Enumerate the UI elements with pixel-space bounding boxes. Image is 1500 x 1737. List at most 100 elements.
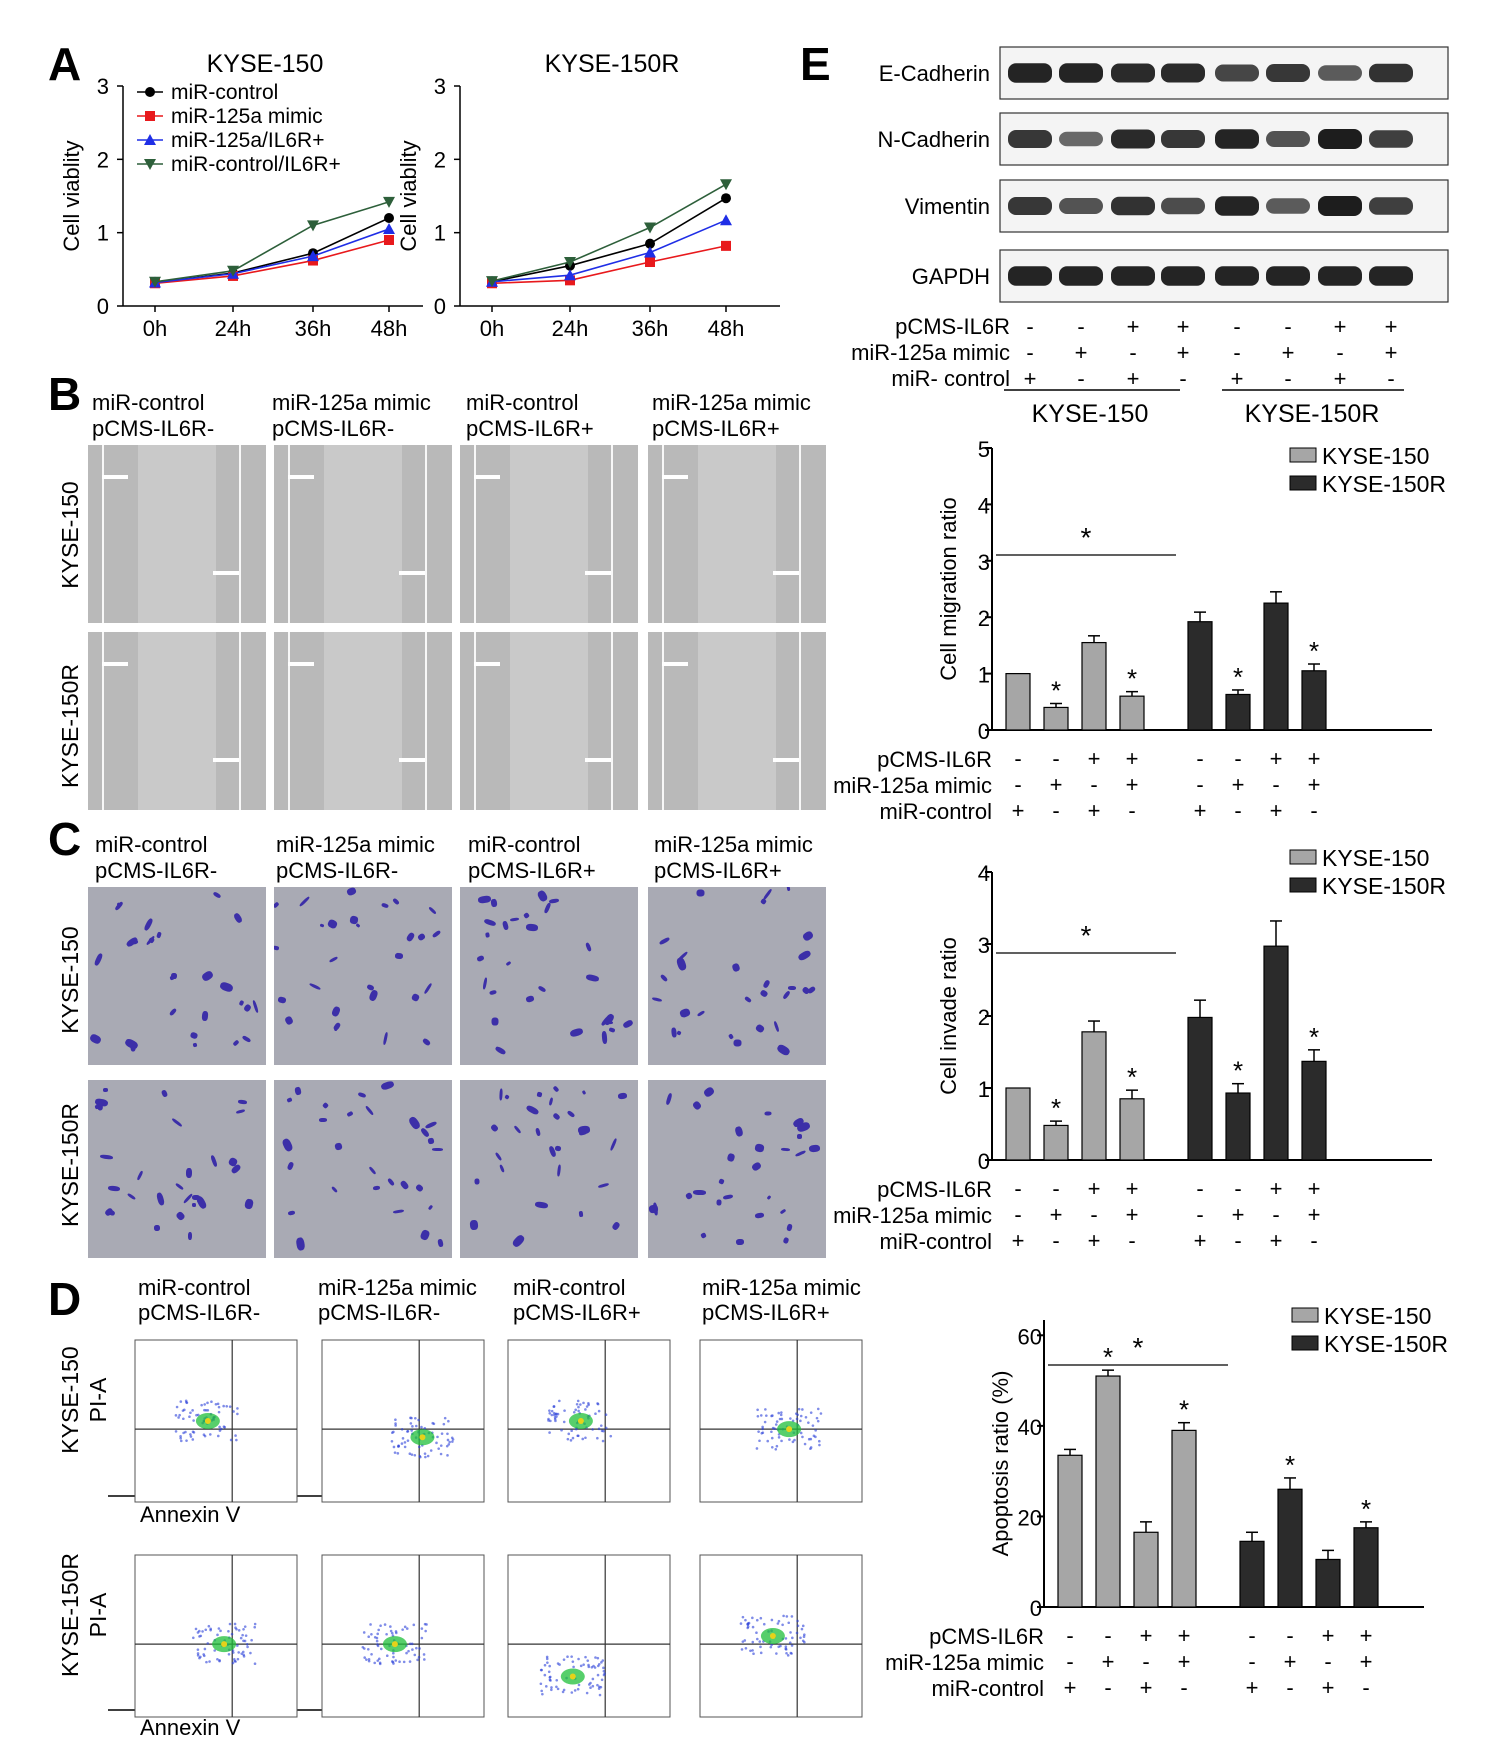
flow-event (435, 1441, 438, 1445)
bar (1057, 1454, 1083, 1608)
row-label-kyse150: KYSE-150 (57, 926, 83, 1033)
wound-edge-line (474, 445, 477, 623)
flow-event (244, 1634, 248, 1637)
flow-event (594, 1656, 597, 1659)
y-tick-label: 0 (1030, 1596, 1042, 1621)
stained-cell (602, 1012, 616, 1027)
flow-event (571, 1660, 575, 1663)
blot-band (1215, 64, 1259, 82)
stained-cell (187, 1231, 193, 1241)
stained-cell (525, 923, 539, 932)
flow-event (216, 1402, 220, 1406)
treatment-sign: + (1270, 798, 1283, 823)
treatment-row-label: miR- control (891, 366, 1010, 391)
treatment-sign: - (1179, 366, 1186, 391)
treatment-sign: - (1310, 798, 1317, 823)
stained-cell (670, 1027, 678, 1038)
condition-label-line2: pCMS-IL6R+ (468, 858, 596, 883)
stained-cell (505, 960, 512, 967)
stained-cell (212, 891, 222, 899)
blot-band (1008, 130, 1052, 148)
stained-cell (143, 917, 154, 932)
flow-event (189, 1435, 193, 1438)
flow-event (777, 1411, 781, 1415)
treatment-sign: + (1194, 798, 1207, 823)
condition-label-line2: pCMS-IL6R- (95, 858, 217, 883)
stained-cell (399, 1179, 410, 1191)
treatment-row-label: miR-125a mimic (851, 340, 1010, 365)
flow-event (791, 1440, 795, 1444)
flow-event (597, 1687, 601, 1690)
flow-event (191, 1438, 195, 1441)
flow-event (550, 1409, 554, 1413)
flow-event (550, 1686, 553, 1689)
bar (1095, 1375, 1121, 1608)
stained-cell (126, 1192, 137, 1201)
flow-event (411, 1425, 414, 1428)
condition-label-line2: pCMS-IL6R+ (513, 1300, 641, 1325)
stained-cell (294, 1086, 302, 1096)
treatment-sign: + (1385, 340, 1398, 365)
stained-cell (132, 939, 139, 945)
flow-event (741, 1615, 745, 1619)
y-tick-label: 3 (978, 550, 990, 575)
wound-arrow (288, 662, 315, 667)
flow-event (423, 1658, 426, 1661)
wound-arrow (212, 571, 239, 576)
flow-event (567, 1432, 571, 1436)
row-label-kyse150r: KYSE-150R (57, 1553, 83, 1677)
flow-event (414, 1424, 418, 1428)
data-point (645, 238, 655, 249)
flow-event (408, 1660, 412, 1663)
flow-event (401, 1437, 405, 1440)
stained-cell (556, 1164, 562, 1177)
flow-event (222, 1425, 226, 1428)
flow-event (549, 1419, 552, 1423)
flow-event (204, 1628, 208, 1632)
flow-event (581, 1437, 585, 1441)
stained-cell (382, 1031, 389, 1046)
flow-event (547, 1417, 550, 1421)
flow-event (390, 1660, 394, 1663)
flow-event (555, 1678, 559, 1682)
flow-event (774, 1423, 778, 1426)
stained-cell (537, 985, 547, 993)
treatment-sign: + (1140, 1675, 1153, 1700)
flow-event (780, 1411, 783, 1414)
flow-event (770, 1643, 773, 1647)
bar (1301, 1060, 1327, 1161)
flow-event (237, 1629, 241, 1632)
flow-event (241, 1650, 245, 1654)
treatment-sign: + (1088, 746, 1101, 771)
data-point (227, 265, 239, 277)
stained-cell (469, 1219, 479, 1231)
flow-event (398, 1660, 401, 1664)
stained-cell (780, 1147, 791, 1152)
flow-event (584, 1408, 587, 1411)
treatment-sign: + (1308, 1176, 1321, 1201)
flow-event (599, 1685, 603, 1689)
series-line (491, 245, 727, 285)
treatment-sign: + (1308, 746, 1321, 771)
stained-cell (525, 995, 535, 1003)
blot-band (1266, 64, 1310, 82)
stained-cell (782, 990, 791, 1000)
flow-event (556, 1662, 560, 1665)
stained-cell (548, 898, 560, 904)
wound-edge-line (799, 445, 802, 623)
flow-event (177, 1416, 180, 1419)
stained-cell (295, 1236, 306, 1252)
stained-cell (552, 1085, 560, 1093)
treatment-sign: + (1232, 1202, 1245, 1227)
data-point (721, 240, 731, 251)
flow-event (807, 1421, 810, 1424)
blot-band (1215, 266, 1259, 286)
flow-event (440, 1432, 444, 1435)
flow-event (586, 1659, 590, 1662)
blot-band (1059, 131, 1103, 147)
flow-event (577, 1657, 580, 1661)
treatment-sign: - (1090, 1202, 1097, 1227)
series-line (491, 197, 727, 283)
treatment-sign: + (1284, 1649, 1297, 1674)
